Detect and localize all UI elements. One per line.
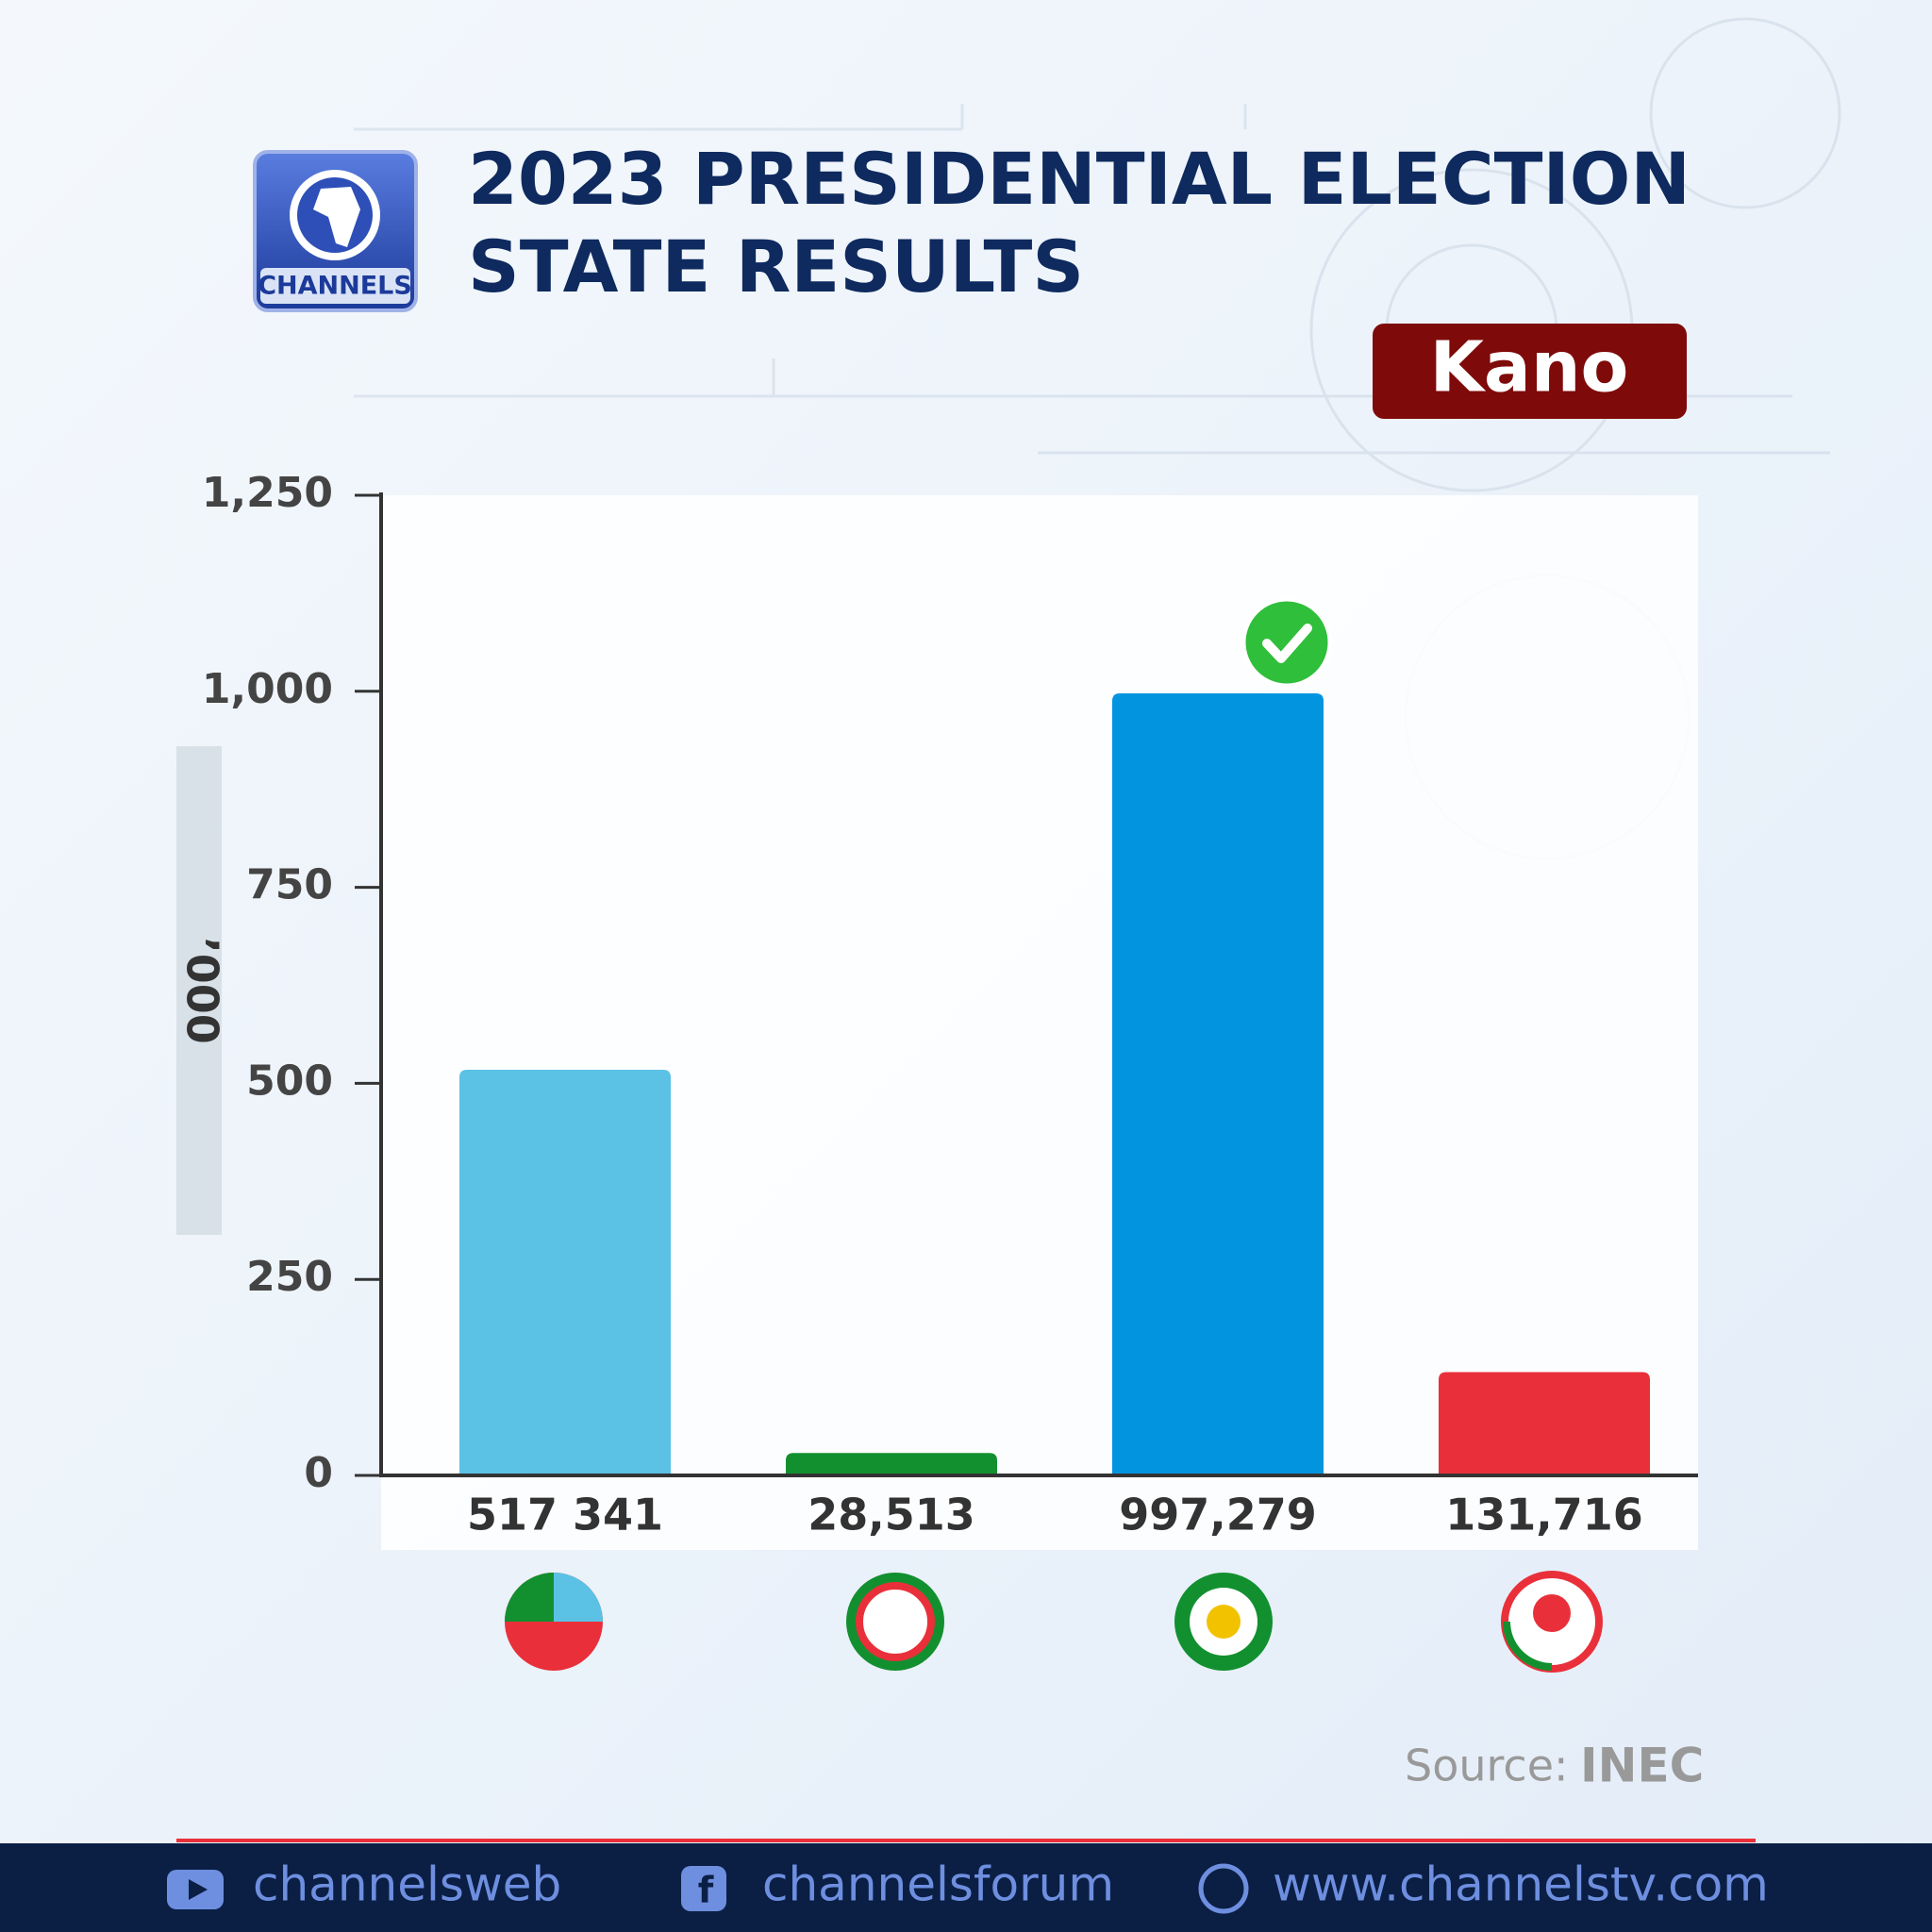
plot: 0 250 500 750 1,000 1,250 517 341 28,513 997,279…	[202, 469, 1650, 1541]
logo-band	[260, 268, 410, 304]
y-tick-label: 1,000	[202, 665, 333, 713]
y-label-band	[176, 746, 222, 1235]
source-label: Source:	[1405, 1740, 1569, 1791]
web-icon	[1198, 1863, 1249, 1914]
logo-africa	[313, 187, 360, 247]
youtube-play	[189, 1879, 208, 1900]
y-tick-label: 500	[246, 1057, 333, 1105]
y-tick-label: 750	[246, 861, 333, 909]
facebook-icon	[681, 1866, 726, 1911]
y-tick-label: 250	[246, 1253, 333, 1301]
footer-bar	[0, 1843, 1932, 1932]
bar	[786, 1453, 997, 1475]
bar	[459, 1069, 671, 1475]
party-emblems	[505, 1571, 1603, 1673]
bar	[1112, 693, 1324, 1475]
footer-link[interactable]: channelsweb	[253, 1857, 561, 1912]
y-tick-label: 0	[304, 1449, 333, 1497]
state-name: Kano	[1430, 327, 1629, 408]
check-mark	[1262, 624, 1312, 663]
bar	[1439, 1372, 1650, 1475]
y-axis-label: ’000	[177, 937, 228, 1044]
source: INEC	[1580, 1739, 1704, 1793]
logo-text: CHANNELS	[258, 272, 412, 301]
footer-link[interactable]: www.channelstv.com	[1273, 1857, 1769, 1912]
title-line: STATE RESULTS	[468, 225, 1084, 308]
footer-link[interactable]: channelsforum	[762, 1857, 1114, 1912]
winner-check	[1241, 596, 1333, 689]
title-line: 2023 PRESIDENTIAL ELECTION	[468, 137, 1690, 221]
value-label: 517 341	[467, 1490, 663, 1541]
value-label: 997,279	[1119, 1490, 1317, 1541]
state-box	[1373, 324, 1687, 419]
value-label: 131,716	[1445, 1490, 1643, 1541]
value-label: 28,513	[808, 1490, 975, 1541]
facebook-f: f	[698, 1870, 714, 1911]
y-tick-label: 1,250	[202, 469, 333, 517]
